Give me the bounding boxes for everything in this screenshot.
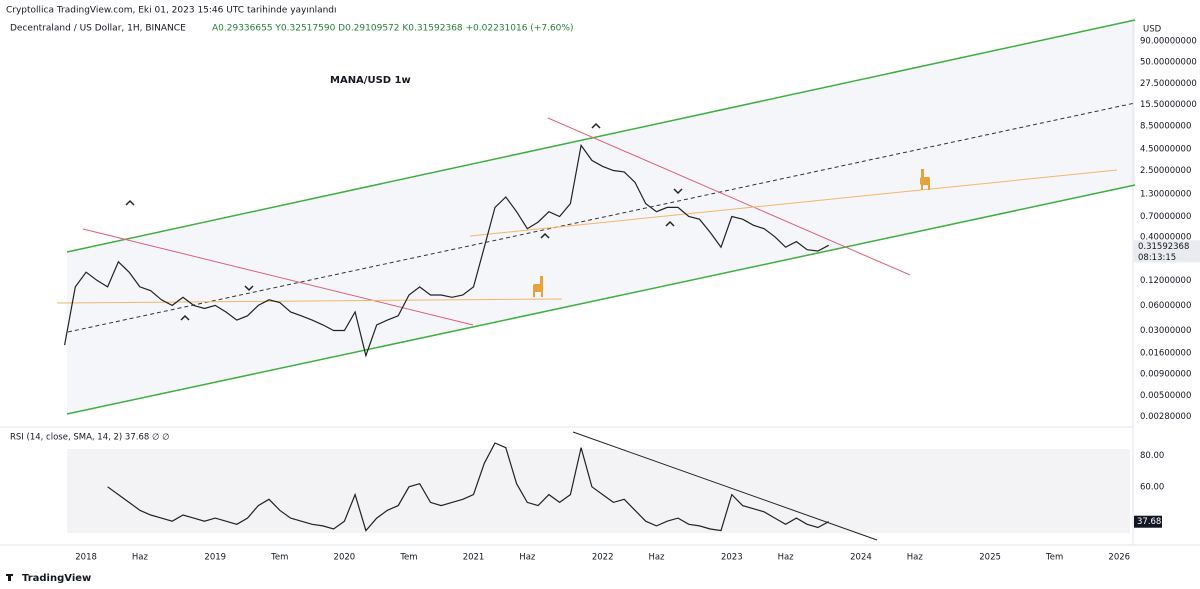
- x-tick-label: Tem: [1045, 553, 1063, 563]
- price-unit: USD: [1143, 25, 1162, 35]
- last-value-box: [1134, 515, 1162, 528]
- y-tick-label: 0.00900000: [1140, 370, 1191, 380]
- y-tick-label: 27.50000000: [1140, 79, 1197, 89]
- y-tick-label: 0.00280000: [1140, 412, 1191, 422]
- y-tick-label: 80.00: [1140, 451, 1164, 461]
- x-tick-label: 2024: [850, 553, 872, 563]
- series-line: [64, 143, 829, 358]
- x-tick-label: Haz: [132, 553, 149, 563]
- x-tick-label: 2025: [979, 553, 1001, 563]
- x-tick-label: 2026: [1108, 553, 1130, 563]
- rsi-title: RSI (14, close, SMA, 14, 2) 37.68 ∅ ∅: [10, 433, 169, 443]
- y-tick-label: 0.01600000: [1140, 349, 1191, 359]
- countdown: 08:13:15: [1138, 253, 1176, 263]
- channel-lower: [66, 184, 1136, 415]
- x-tick-label: 2023: [721, 553, 743, 563]
- last-price-label: 0.31592368: [1138, 242, 1189, 252]
- y-tick-label: 2.50000000: [1140, 166, 1191, 176]
- x-tick-label: Haz: [907, 553, 924, 563]
- brand-logo: [6, 574, 13, 581]
- y-tick-label: 0.70000000: [1140, 212, 1191, 222]
- last-price-box: [1134, 240, 1200, 263]
- x-tick-label: Tem: [399, 553, 417, 563]
- x-tick-label: 2019: [204, 553, 226, 563]
- y-tick-label: 90.00000000: [1140, 36, 1197, 46]
- y-tick-label: 1.30000000: [1140, 190, 1191, 200]
- y-tick-label: 0.06000000: [1140, 301, 1191, 311]
- published-note: Cryptollica TradingView.com, Eki 01, 202…: [6, 6, 337, 16]
- x-tick-label: Haz: [648, 553, 665, 563]
- y-tick-label: 8.50000000: [1140, 122, 1191, 132]
- trend-red-1: [82, 228, 474, 326]
- x-tick-label: 2021: [463, 553, 485, 563]
- series-line: [107, 442, 829, 532]
- y-tick-label: 50.00000000: [1140, 58, 1197, 68]
- y-tick-label: 0.00500000: [1140, 391, 1191, 401]
- pivot-markers: [125, 122, 683, 321]
- y-tick-label: 0.03000000: [1140, 326, 1191, 336]
- rsi-trendline: [572, 431, 878, 541]
- channel-fill: [67, 20, 1135, 414]
- brand: TradingView: [22, 573, 91, 584]
- x-tick-label: 2022: [592, 553, 614, 563]
- x-tick-label: 2020: [334, 553, 356, 563]
- y-tick-label: 0.40000000: [1140, 232, 1191, 242]
- x-tick-label: Tem: [270, 553, 288, 563]
- giraffe-icon: [920, 169, 930, 190]
- channel-upper: [66, 19, 1136, 253]
- y-tick-label: 15.50000000: [1140, 100, 1197, 110]
- last-value-label: 37.68: [1137, 517, 1161, 527]
- ohlc-values: A0.29336655 Y0.32517590 D0.29109572 K0.3…: [212, 24, 573, 34]
- y-tick-label: 60.00: [1140, 482, 1164, 492]
- trend-orange-2: [469, 169, 1118, 237]
- x-tick-label: Haz: [778, 553, 795, 563]
- x-tick-label: 2018: [75, 553, 97, 563]
- giraffe-icon: [533, 276, 543, 297]
- y-tick-label: 4.50000000: [1140, 145, 1191, 155]
- symbol-name: Decentraland / US Dollar, 1H, BINANCE: [10, 24, 186, 34]
- trend-red-2: [547, 117, 911, 276]
- y-tick-label: 0.12000000: [1140, 276, 1191, 286]
- x-tick-label: Haz: [519, 553, 536, 563]
- chart-annotation: MANA/USD 1w: [330, 75, 411, 86]
- trend-orange-1: [56, 298, 563, 304]
